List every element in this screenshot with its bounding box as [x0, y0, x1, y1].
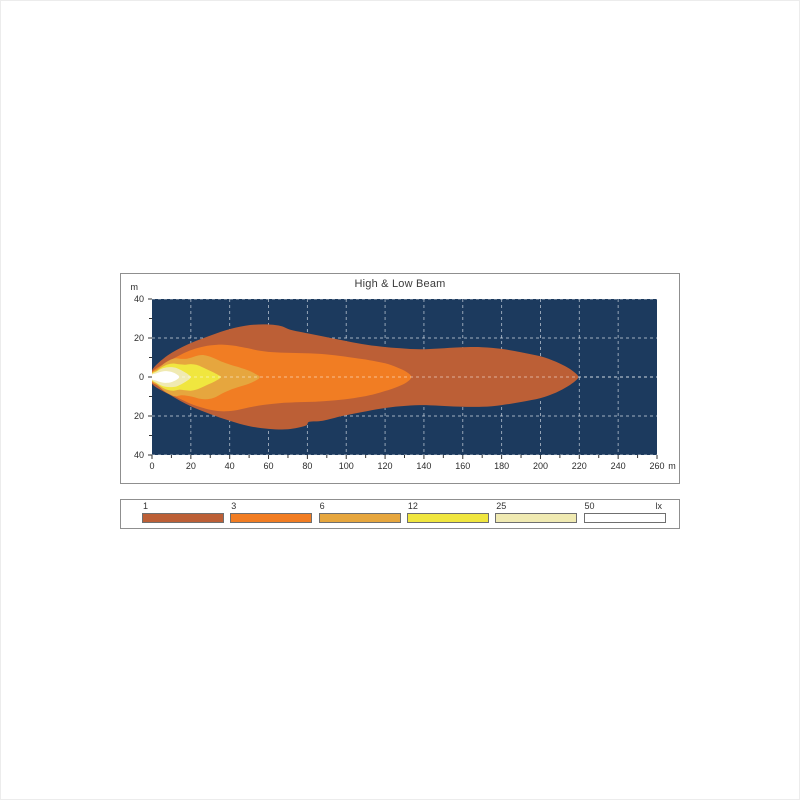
- legend-color-swatch: [406, 513, 489, 523]
- plot-svg: 0 20 40 60 80 100 120 140 160 180 200 220 240 260 m402…: [131, 282, 676, 471]
- x-tick-label: 0: [149, 461, 154, 471]
- x-tick-label: 40: [225, 461, 235, 471]
- legend-color-swatch: [583, 513, 666, 523]
- x-axis-unit: m: [668, 461, 676, 471]
- chart-title: High & Low Beam: [354, 278, 446, 290]
- x-tick-label: 100: [339, 461, 354, 471]
- legend-color-swatch: [495, 513, 578, 523]
- beam-pattern-chart: High & Low Beam 0 20 40 60 80 100 120 140 160 180…: [120, 273, 680, 484]
- legend-item-6lx: 6: [318, 500, 401, 528]
- legend-item-label: 12: [407, 501, 418, 511]
- x-tick-label: 200: [533, 461, 548, 471]
- legend-item-label: 1: [143, 501, 149, 511]
- y-tick-label: 40: [134, 450, 144, 460]
- legend-item-3lx: 3: [230, 500, 313, 528]
- x-tick-label: 80: [302, 461, 312, 471]
- y-tick-label: 20: [134, 333, 144, 343]
- legend-item-25lx: 25: [495, 500, 578, 528]
- legend-item-label: 50: [584, 501, 595, 511]
- legend-color-swatch: [230, 513, 313, 523]
- legend-item-12lx: 12: [406, 500, 489, 528]
- legend-color-swatch: [142, 513, 224, 523]
- x-tick-label: 140: [416, 461, 431, 471]
- legend-item-label: 3: [231, 501, 237, 511]
- x-tick-label: 180: [494, 461, 509, 471]
- x-tick-label: 120: [378, 461, 393, 471]
- x-tick-label: 240: [611, 461, 626, 471]
- x-tick-label: 260: [649, 461, 664, 471]
- y-tick-label: 20: [134, 411, 144, 421]
- legend-unit-label: lx: [655, 501, 663, 511]
- axes: 0 20 40 60 80 100 120 140 160 180 200 220 240 260 m402…: [131, 282, 676, 471]
- legend-item-1lx: 1: [142, 500, 224, 528]
- x-tick-label: 60: [264, 461, 274, 471]
- y-axis-unit: m: [131, 282, 139, 292]
- plot-content: [152, 299, 657, 455]
- x-tick-label: 160: [455, 461, 470, 471]
- legend-item-50lx: 50: [583, 500, 666, 528]
- beam-contours: [152, 324, 579, 430]
- legend-item-label: 6: [319, 501, 325, 511]
- legend-item-label: 25: [496, 501, 507, 511]
- y-tick-label: 40: [134, 294, 144, 304]
- legend-color-swatch: [318, 513, 401, 523]
- x-tick-label: 20: [186, 461, 196, 471]
- y-tick-label: 0: [139, 372, 144, 382]
- lux-legend: lx 1 3 6 12 25 50: [120, 499, 680, 529]
- x-tick-label: 220: [572, 461, 587, 471]
